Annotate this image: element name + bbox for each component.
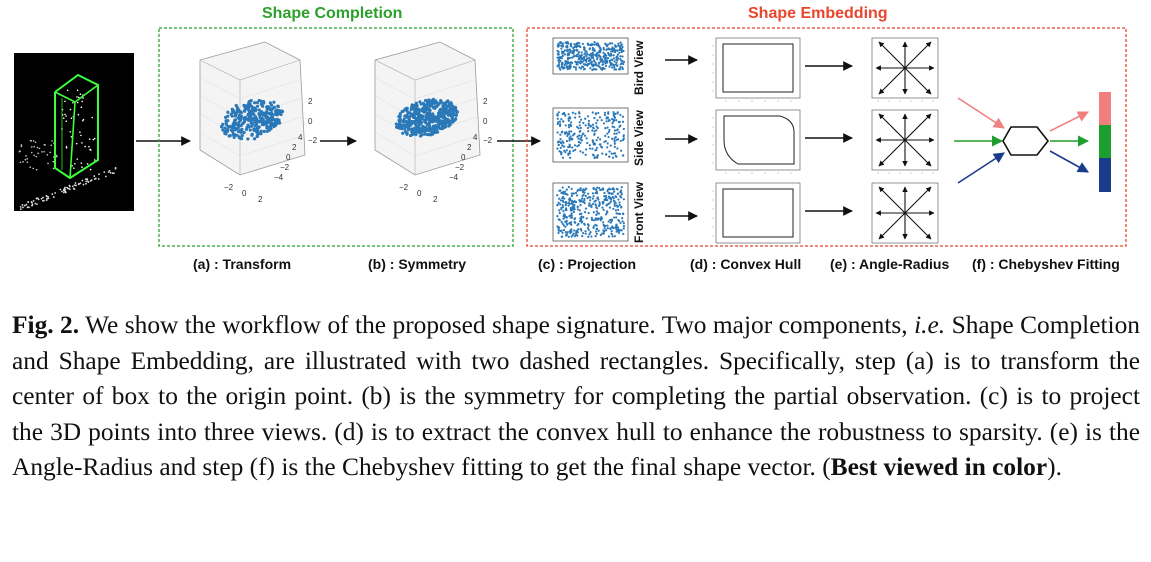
workflow-figure: 2 0 −2 −2 0 2 4 2 0 −2 −4 2 0 −2 −2 0 2 4 2 0 −2 −4 Shape Co… [14,5,1127,272]
angle-radius-panel [871,37,939,102]
plot-tick-label: −2 [280,163,290,172]
bird-view-label: Bird View [632,40,646,95]
angle-radius-panel [871,182,939,247]
caption-ie: i.e. [914,311,946,339]
arrow-out-red [1049,111,1090,132]
plot-tick-label: 0 [242,189,247,198]
projection-panel [552,107,629,163]
hull-panel [712,109,801,174]
plot-tick-label: 0 [417,189,422,198]
caption-fig-label: Fig. 2. [12,311,80,339]
plot-tick-label: −2 [224,183,234,192]
shape-completion-title: Shape Completion [262,5,403,22]
front-view-label: Front View [632,181,646,243]
plot-tick-label: 0 [483,117,488,126]
step-label-f: (f) : Chebyshev Fitting [972,256,1120,272]
plot-tick-label: −4 [274,173,284,182]
projection-panel [552,37,629,75]
plot-tick-label: 2 [433,195,438,204]
side-view-label: Side View [632,110,646,166]
shape-vector-mid [1099,125,1111,158]
figure-caption: Fig. 2. We show the workflow of the prop… [12,308,1140,486]
hull-panel [712,182,801,247]
lidar-input-image [14,53,134,211]
plot-tick-label: −2 [483,136,493,145]
shape-embedding-title: Shape Embedding [748,5,888,22]
plot-tick-label: 2 [483,97,488,106]
caption-bold: Best viewed in color [830,453,1048,481]
angle-radius-panels [871,37,939,247]
plot-tick-label: 0 [308,117,313,126]
caption-text-3: ). [1047,453,1062,481]
arrow-blue [957,152,1005,184]
plot-tick-label: 2 [467,143,472,152]
plot-tick-label: 0 [286,153,291,162]
convex-hull-panels [712,37,853,247]
step-label-b: (b) : Symmetry [368,256,467,272]
chebyshev-block [1002,126,1050,156]
arrow-red [957,97,1005,129]
projection-panel [552,182,629,242]
arrow-out-blue [1049,150,1089,173]
plot-tick-label: 0 [461,153,466,162]
step-label-c: (c) : Projection [538,256,637,272]
step-label-a: (a) : Transform [193,256,292,272]
plot-tick-label: −4 [449,173,459,182]
shape-completion-box [158,27,514,247]
plot-tick-label: 4 [473,133,478,142]
angle-radius-panel [871,109,939,174]
projection-views [552,37,698,242]
shape-vector-top [1099,92,1111,125]
shape-embedding-box [526,27,1127,247]
plot-tick-label: 4 [298,133,303,142]
caption-text-1: We show the workflow of the proposed sha… [79,311,915,339]
shape-vector-bottom [1099,158,1111,192]
plot-tick-label: −2 [308,136,318,145]
hull-panel [712,37,801,102]
step-label-e: (e) : Angle-Radius [830,256,950,272]
plot-tick-label: −2 [399,183,409,192]
plot-tick-label: 2 [292,143,297,152]
plot-tick-label: 2 [308,97,313,106]
plot-tick-label: −2 [455,163,465,172]
plot-tick-label: 2 [258,195,263,204]
step-label-d: (d) : Convex Hull [690,256,802,272]
caption-text-2: Shape Completion and Shape Embedding, ar… [12,311,1140,481]
